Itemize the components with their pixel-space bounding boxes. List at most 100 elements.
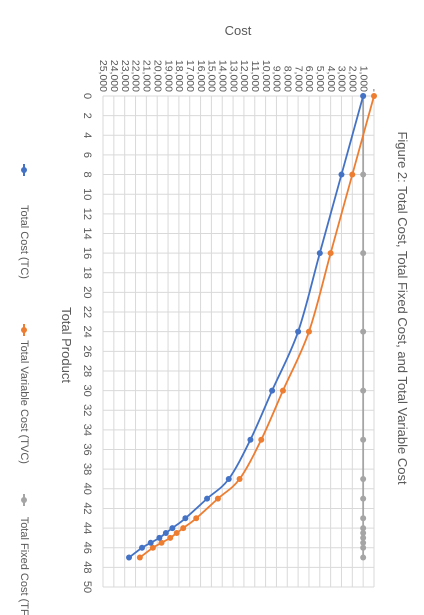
data-point bbox=[156, 534, 163, 541]
y-tick-label: 19,000 bbox=[162, 60, 174, 92]
x-tick-label: 18 bbox=[81, 267, 93, 279]
data-point bbox=[360, 475, 367, 482]
data-point bbox=[360, 525, 367, 532]
y-tick-label: 12,000 bbox=[238, 60, 250, 92]
y-tick-label: 16,000 bbox=[195, 60, 207, 92]
y-tick-label: 2,000 bbox=[347, 66, 359, 92]
y-tick-label: 3,000 bbox=[336, 66, 348, 92]
data-point bbox=[167, 534, 174, 541]
data-point bbox=[316, 250, 323, 257]
data-point bbox=[295, 328, 302, 335]
legend-label: Total Fixed Cost (TFC) bbox=[18, 517, 30, 615]
data-point bbox=[360, 93, 367, 99]
data-point bbox=[360, 495, 367, 502]
data-point bbox=[360, 436, 367, 443]
data-point bbox=[173, 529, 180, 536]
y-tick-label: 21,000 bbox=[141, 60, 153, 92]
y-tick-label: 8,000 bbox=[281, 66, 293, 92]
y-tick-label: 1,000 bbox=[357, 66, 369, 92]
y-tick-label: 25,000 bbox=[97, 60, 109, 92]
y-tick-label: 22,000 bbox=[130, 60, 142, 92]
legend-label: Total Cost (TC) bbox=[18, 205, 30, 279]
data-point bbox=[349, 171, 356, 178]
data-point bbox=[279, 387, 286, 394]
y-tick-label: 4,000 bbox=[325, 66, 337, 92]
data-point bbox=[169, 525, 176, 532]
data-point bbox=[126, 554, 133, 561]
x-tick-label: 30 bbox=[81, 384, 93, 396]
x-tick-label: 2 bbox=[81, 113, 93, 119]
data-point bbox=[305, 328, 312, 335]
data-point bbox=[139, 544, 146, 551]
y-tick-label: 20,000 bbox=[151, 60, 163, 92]
chart-ticks: 0246810121416182022242628303234363840424… bbox=[81, 60, 380, 593]
data-point bbox=[360, 554, 367, 561]
y-tick-label: 15,000 bbox=[206, 60, 218, 92]
data-point bbox=[360, 250, 367, 257]
data-point bbox=[236, 475, 243, 482]
x-tick-label: 14 bbox=[81, 227, 93, 239]
data-point bbox=[149, 544, 156, 551]
data-point bbox=[360, 387, 367, 394]
data-point bbox=[371, 93, 377, 99]
data-point bbox=[327, 250, 334, 257]
y-tick-label: 6,000 bbox=[303, 66, 315, 92]
legend-swatch-marker bbox=[21, 327, 27, 333]
data-point bbox=[360, 529, 367, 536]
y-tick-label: 17,000 bbox=[184, 60, 196, 92]
x-tick-label: 44 bbox=[81, 522, 93, 534]
x-tick-label: 46 bbox=[81, 542, 93, 554]
x-tick-label: 22 bbox=[81, 306, 93, 318]
x-tick-label: 48 bbox=[81, 561, 93, 573]
y-tick-label: 10,000 bbox=[260, 60, 272, 92]
y-tick-label: 11,000 bbox=[249, 61, 261, 92]
x-tick-label: 10 bbox=[81, 188, 93, 200]
data-point bbox=[360, 539, 367, 546]
data-point bbox=[162, 529, 169, 536]
y-tick-label: 13,000 bbox=[227, 60, 239, 92]
data-point bbox=[136, 554, 143, 561]
y-axis-title: Cost bbox=[225, 23, 252, 38]
x-tick-label: 36 bbox=[81, 443, 93, 455]
y-tick-label: 24,000 bbox=[108, 60, 120, 92]
data-point bbox=[147, 539, 154, 546]
x-tick-label: 16 bbox=[81, 247, 93, 259]
x-tick-label: 6 bbox=[81, 152, 93, 158]
data-point bbox=[158, 539, 165, 546]
y-tick-label: 18,000 bbox=[173, 60, 185, 92]
x-tick-label: 0 bbox=[81, 93, 93, 99]
chart-title: Figure 2: Total Cost, Total Fixed Cost, … bbox=[395, 131, 410, 484]
x-axis-title: Total Product bbox=[59, 307, 74, 383]
data-point bbox=[258, 436, 265, 443]
data-point bbox=[193, 515, 200, 522]
x-tick-label: 26 bbox=[81, 345, 93, 357]
data-point bbox=[269, 387, 276, 394]
y-tick-label: 14,000 bbox=[216, 60, 228, 92]
y-tick-label: 5,000 bbox=[314, 66, 326, 92]
x-tick-label: 50 bbox=[81, 581, 93, 593]
x-tick-label: 8 bbox=[81, 171, 93, 177]
legend-label: Total Variable Cost (TVC) bbox=[18, 340, 30, 464]
chart-legend: Total Cost (TC) Total Variable Cost (TVC)… bbox=[18, 164, 30, 615]
chart-series bbox=[126, 93, 377, 561]
data-point bbox=[360, 328, 367, 335]
data-point bbox=[360, 534, 367, 541]
data-point bbox=[182, 515, 189, 522]
x-tick-label: 24 bbox=[81, 326, 93, 338]
data-point bbox=[225, 475, 232, 482]
x-tick-label: 20 bbox=[81, 286, 93, 298]
data-point bbox=[360, 171, 367, 178]
data-point bbox=[180, 525, 187, 532]
x-tick-label: 34 bbox=[81, 424, 93, 436]
chart-grid bbox=[102, 95, 375, 588]
x-tick-label: 12 bbox=[81, 208, 93, 220]
data-point bbox=[360, 515, 367, 522]
y-tick-label: 9,000 bbox=[271, 66, 283, 92]
x-tick-label: 28 bbox=[81, 365, 93, 377]
data-point bbox=[247, 436, 254, 443]
y-tick-label: 7,000 bbox=[292, 66, 304, 92]
x-tick-label: 4 bbox=[81, 132, 93, 138]
data-point bbox=[214, 495, 221, 502]
y-tick-label: 23,000 bbox=[119, 60, 131, 92]
